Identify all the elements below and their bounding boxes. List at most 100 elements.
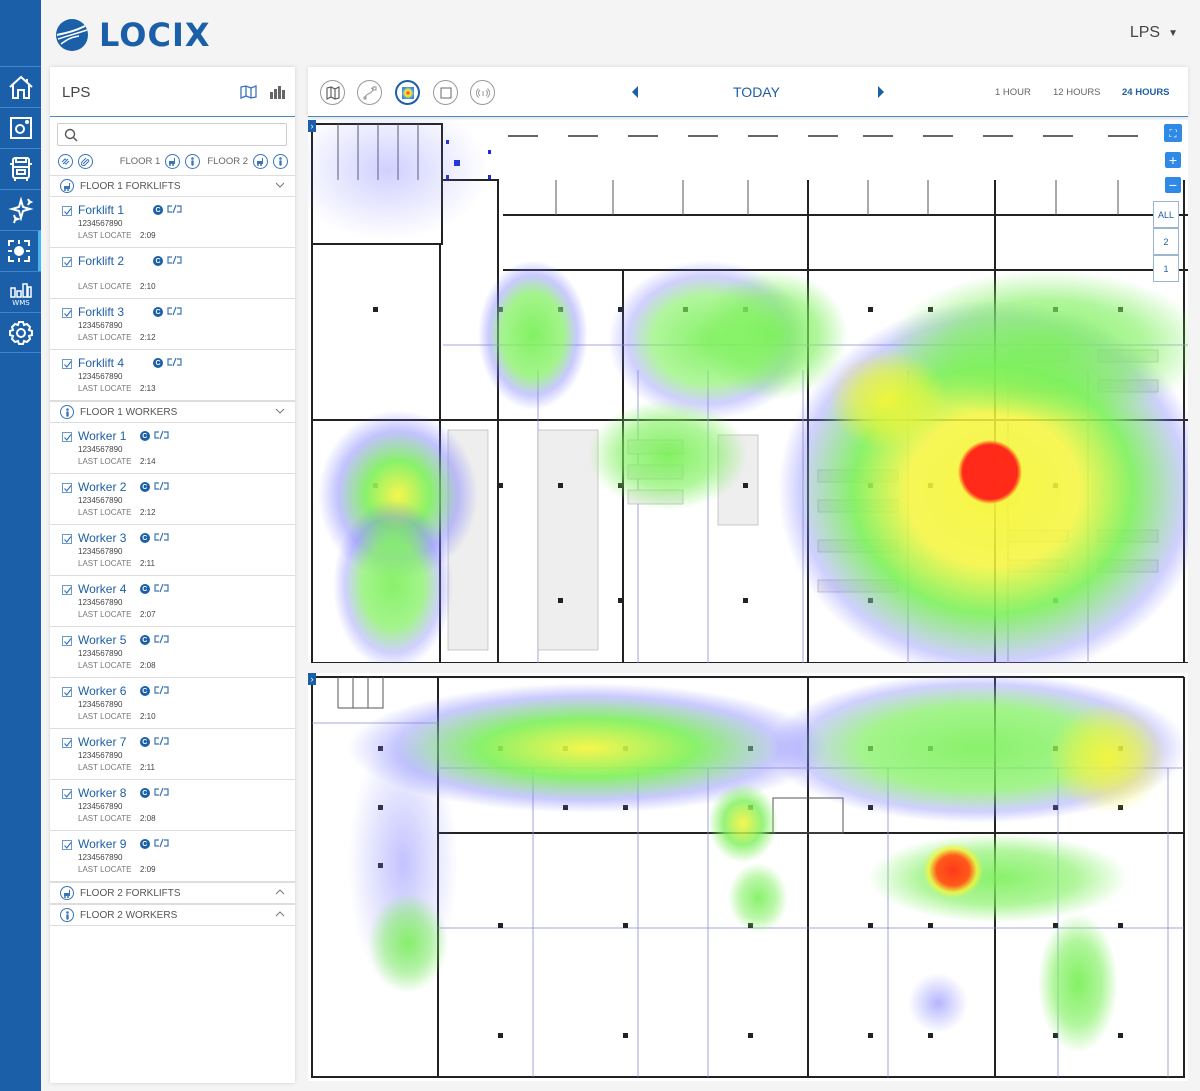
section-header[interactable]: FLOOR 1 FORKLIFTS xyxy=(50,175,295,197)
floor-select-1[interactable]: 1 xyxy=(1153,255,1179,282)
zoom-in-button[interactable]: + xyxy=(1165,152,1181,168)
next-day-arrow[interactable] xyxy=(876,85,886,99)
date-label[interactable]: TODAY xyxy=(733,84,780,100)
unlink-icon[interactable] xyxy=(154,787,169,797)
asset-name[interactable]: Forklift 4 xyxy=(78,356,125,370)
unlink-icon[interactable] xyxy=(167,255,182,265)
floor-select-2[interactable]: 2 xyxy=(1153,228,1179,255)
asset-checkbox[interactable] xyxy=(62,840,72,850)
asset-checkbox[interactable] xyxy=(62,636,72,646)
asset-checkbox[interactable] xyxy=(62,585,72,595)
link-all-button[interactable] xyxy=(58,153,73,169)
section-header[interactable]: FLOOR 2 FORKLIFTS xyxy=(50,882,295,904)
chevron-down-icon[interactable] xyxy=(275,406,285,416)
brand-logo[interactable]: LOCIX xyxy=(55,16,211,54)
unlink-icon[interactable] xyxy=(154,736,169,746)
asset-list-item[interactable]: Worker 1 C 1234567890 LAST LOCATE 2:14 xyxy=(50,423,295,474)
nav-camera[interactable] xyxy=(0,107,41,148)
search-box[interactable] xyxy=(57,123,287,146)
floor-1-plan[interactable]: › ⛶ + − ALL 2 1 xyxy=(308,120,1188,663)
unlink-all-button[interactable] xyxy=(78,153,93,169)
beacon-view-button[interactable] xyxy=(470,80,495,105)
asset-list-item[interactable]: Worker 7 C 1234567890 LAST LOCATE 2:11 xyxy=(50,729,295,780)
unlink-icon[interactable] xyxy=(154,532,169,542)
asset-name[interactable]: Worker 9 xyxy=(78,837,127,851)
unlink-icon[interactable] xyxy=(154,583,169,593)
asset-name[interactable]: Worker 5 xyxy=(78,633,127,647)
zoom-out-button[interactable]: − xyxy=(1165,177,1181,193)
chevron-down-icon[interactable] xyxy=(275,180,285,190)
nav-home[interactable] xyxy=(0,66,41,107)
asset-checkbox[interactable] xyxy=(62,687,72,697)
heatmap-view-button[interactable] xyxy=(395,80,420,105)
asset-checkbox[interactable] xyxy=(62,359,72,369)
section-header[interactable]: FLOOR 1 WORKERS xyxy=(50,401,295,423)
heatmap-canvas[interactable]: › ⛶ + − ALL 2 1 xyxy=(308,120,1188,1083)
map-view-button[interactable] xyxy=(320,80,345,105)
asset-name[interactable]: Worker 3 xyxy=(78,531,127,545)
floor1-worker-filter[interactable] xyxy=(185,153,201,169)
unlink-icon[interactable] xyxy=(154,838,169,848)
asset-checkbox[interactable] xyxy=(62,534,72,544)
unlink-icon[interactable] xyxy=(167,306,182,316)
nav-truck[interactable] xyxy=(0,148,41,189)
asset-name[interactable]: Worker 8 xyxy=(78,786,127,800)
zone-view-button[interactable] xyxy=(433,80,458,105)
floor2-forklift-filter[interactable] xyxy=(253,153,268,169)
chevron-up-icon[interactable] xyxy=(275,909,285,919)
unlink-icon[interactable] xyxy=(154,481,169,491)
asset-checkbox[interactable] xyxy=(62,483,72,493)
floor1-forklift-filter[interactable] xyxy=(165,153,181,169)
unlink-icon[interactable] xyxy=(167,357,182,367)
asset-name[interactable]: Forklift 2 xyxy=(78,254,125,268)
nav-settings[interactable] xyxy=(0,312,41,353)
floor2-worker-filter[interactable] xyxy=(273,153,288,169)
asset-checkbox[interactable] xyxy=(62,257,72,267)
asset-list-item[interactable]: Worker 9 C 1234567890 LAST LOCATE 2:09 xyxy=(50,831,295,882)
floor-select-all[interactable]: ALL xyxy=(1153,201,1179,228)
asset-list-item[interactable]: Worker 4 C 1234567890 LAST LOCATE 2:07 xyxy=(50,576,295,627)
asset-name[interactable]: Worker 2 xyxy=(78,480,127,494)
asset-list-item[interactable]: Worker 3 C 1234567890 LAST LOCATE 2:11 xyxy=(50,525,295,576)
asset-checkbox[interactable] xyxy=(62,206,72,216)
asset-list-item[interactable]: Forklift 2 C LAST LOCATE 2:10 xyxy=(50,248,295,299)
asset-name[interactable]: Forklift 3 xyxy=(78,305,125,319)
range-1-hour[interactable]: 1 HOUR xyxy=(995,87,1031,98)
asset-name[interactable]: Worker 1 xyxy=(78,429,127,443)
asset-list-item[interactable]: Forklift 4 C 1234567890 LAST LOCATE 2:13 xyxy=(50,350,295,401)
asset-list-item[interactable]: Worker 8 C 1234567890 LAST LOCATE 2:08 xyxy=(50,780,295,831)
prev-day-arrow[interactable] xyxy=(630,85,640,99)
asset-list-item[interactable]: Worker 2 C 1234567890 LAST LOCATE 2:12 xyxy=(50,474,295,525)
section-header[interactable]: FLOOR 2 WORKERS xyxy=(50,904,295,926)
path-view-button[interactable] xyxy=(357,80,382,105)
floor-2-plan[interactable]: › xyxy=(308,673,1188,1081)
unlink-icon[interactable] xyxy=(154,430,169,440)
unlink-icon[interactable] xyxy=(154,634,169,644)
range-24-hours[interactable]: 24 HOURS xyxy=(1122,87,1170,98)
asset-checkbox[interactable] xyxy=(62,308,72,318)
asset-name[interactable]: Worker 7 xyxy=(78,735,127,749)
asset-name[interactable]: Worker 4 xyxy=(78,582,127,596)
asset-name[interactable]: Forklift 1 xyxy=(78,203,125,217)
asset-list-item[interactable]: Forklift 1 C 1234567890 LAST LOCATE 2:09 xyxy=(50,197,295,248)
chevron-up-icon[interactable] xyxy=(275,887,285,897)
range-12-hours[interactable]: 12 HOURS xyxy=(1053,87,1101,98)
floor-1-expand-button[interactable]: › xyxy=(308,120,316,132)
asset-list-item[interactable]: Worker 6 C 1234567890 LAST LOCATE 2:10 xyxy=(50,678,295,729)
nav-wms[interactable]: WMS xyxy=(0,271,41,312)
fit-to-screen-button[interactable]: ⛶ xyxy=(1164,124,1182,142)
nav-sparkle[interactable] xyxy=(0,189,41,230)
bar-chart-icon[interactable] xyxy=(269,85,286,99)
floor-2-expand-button[interactable]: › xyxy=(308,673,316,685)
nav-lps[interactable] xyxy=(0,230,41,271)
map-icon[interactable] xyxy=(240,85,257,99)
asset-checkbox[interactable] xyxy=(62,432,72,442)
unlink-icon[interactable] xyxy=(154,685,169,695)
search-input[interactable] xyxy=(82,126,282,144)
asset-name[interactable]: Worker 6 xyxy=(78,684,127,698)
asset-list-item[interactable]: Worker 5 C 1234567890 LAST LOCATE 2:08 xyxy=(50,627,295,678)
user-menu[interactable]: LPS ▼ xyxy=(1130,24,1178,42)
asset-list-item[interactable]: Forklift 3 C 1234567890 LAST LOCATE 2:12 xyxy=(50,299,295,350)
asset-checkbox[interactable] xyxy=(62,738,72,748)
unlink-icon[interactable] xyxy=(167,204,182,214)
